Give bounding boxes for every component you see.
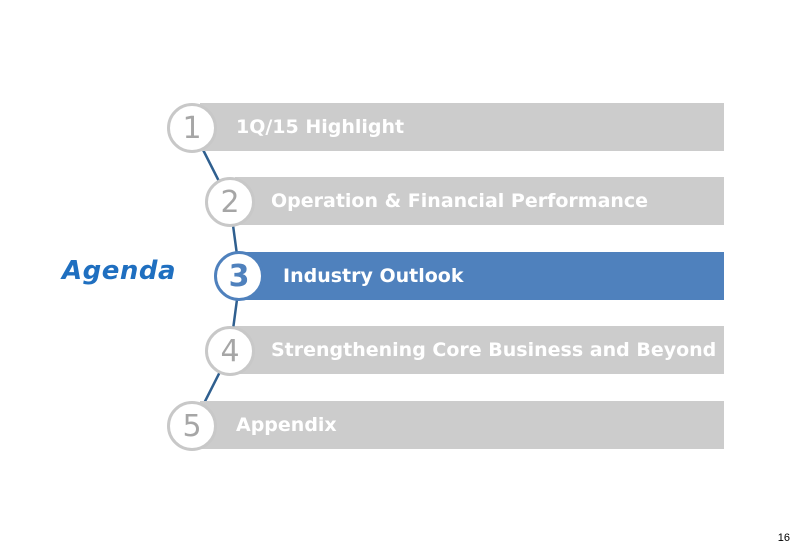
agenda-number-3: 3 [214,251,264,301]
agenda-bar-1: 1Q/15 Highlight [200,103,724,151]
agenda-item-label-4: Strengthening Core Business and Beyond [271,339,717,361]
agenda-number-2: 2 [205,177,255,227]
agenda-number-4: 4 [205,326,255,376]
agenda-number-1: 1 [167,103,217,153]
agenda-item-label-3: Industry Outlook [283,265,464,287]
agenda-bar-4: Strengthening Core Business and Beyond [235,326,724,374]
agenda-title: Agenda [62,256,177,286]
agenda-number-5: 5 [167,401,217,451]
agenda-item-label-5: Appendix [236,414,337,436]
agenda-item-label-1: 1Q/15 Highlight [236,116,405,138]
page-number: 16 [777,532,790,544]
agenda-bar-2: Operation & Financial Performance [235,177,724,225]
agenda-bar-3-active: Industry Outlook [245,252,724,300]
agenda-bar-5: Appendix [200,401,724,449]
agenda-item-label-2: Operation & Financial Performance [271,190,649,212]
